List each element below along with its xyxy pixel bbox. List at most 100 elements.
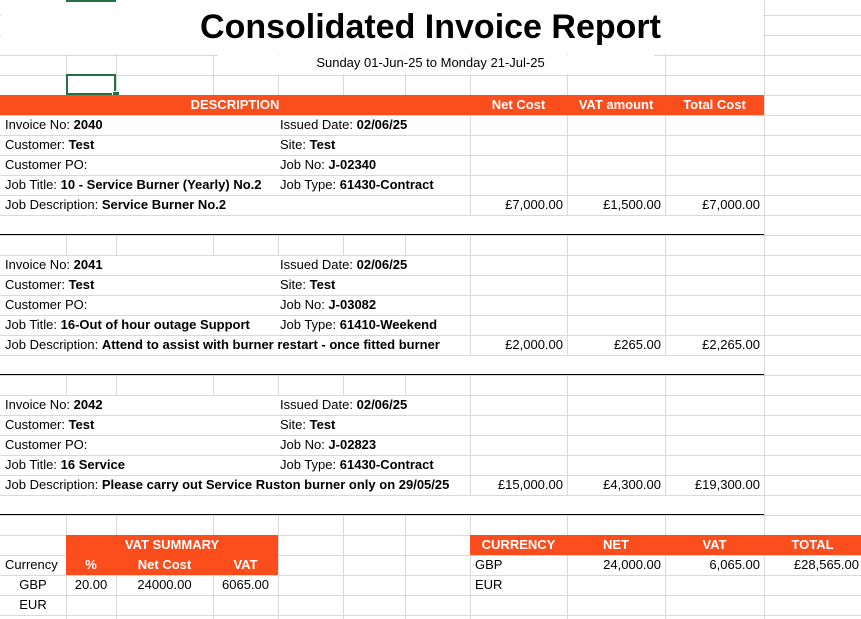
currency-row-vat: 6,065.00 [709, 557, 760, 572]
gridline-horizontal [0, 575, 861, 576]
gridline-horizontal [0, 315, 861, 316]
field-label: Invoice No: [5, 397, 74, 412]
gridline-horizontal [0, 115, 861, 116]
field-value: 02/06/25 [356, 257, 408, 272]
field-value: Attend to assist with burner restart - o… [101, 337, 440, 352]
gridline-horizontal [0, 355, 861, 356]
description-cell-bg [1, 176, 469, 195]
description-cell-bg [1, 416, 469, 435]
field-value: Test [309, 277, 336, 292]
invoice-issued-date: Issued Date: 02/06/25 [278, 395, 472, 415]
field-value: 2040 [73, 117, 103, 132]
gridline-horizontal [0, 335, 861, 336]
currency-col-total: TOTAL [791, 537, 834, 552]
field-label: Job Type: [280, 317, 340, 332]
field-label: Job Description: [5, 337, 102, 352]
invoice-job-description: Job Description: Attend to assist with b… [0, 335, 475, 355]
field-label: Job Type: [280, 177, 340, 192]
description-cell-bg [1, 316, 469, 335]
invoice-invoice-no: Invoice No: 2041 [0, 255, 283, 275]
gridline-horizontal [0, 595, 861, 596]
invoice-job-type: Job Type: 61410-Weekend [278, 315, 472, 335]
field-value: Test [68, 137, 95, 152]
description-cell-bg [1, 116, 469, 135]
gridline-horizontal [0, 515, 861, 516]
field-value: 61430-Contract [339, 177, 434, 192]
field-label: Site: [280, 417, 310, 432]
field-value: 10 - Service Burner (Yearly) No.2 [60, 177, 262, 192]
invoice-job-description: Job Description: Please carry out Servic… [0, 475, 475, 495]
gridline-horizontal [0, 455, 861, 456]
currency-row-net: 24,000.00 [603, 557, 661, 572]
invoice-invoice-no: Invoice No: 2040 [0, 115, 283, 135]
column-selection-indicator [66, 0, 116, 2]
field-label: Job No: [280, 437, 329, 452]
vat-row-percent: 20.00 [74, 577, 108, 592]
invoice-job-description: Job Description: Service Burner No.2 [0, 195, 475, 215]
header-net-cost: Net Cost [491, 97, 546, 112]
field-label: Customer PO: [5, 297, 88, 312]
report-date-range: Sunday 01-Jun-25 to Monday 21-Jul-25 [316, 55, 545, 70]
vat-col-vat: VAT [233, 557, 258, 572]
invoice-job-no: Job No: J-02823 [278, 435, 472, 455]
field-value: Test [309, 137, 336, 152]
field-value: J-03082 [328, 297, 377, 312]
field-label: Job Title: [5, 317, 61, 332]
field-label: Issued Date: [280, 117, 357, 132]
field-label: Job No: [280, 297, 329, 312]
field-label: Customer: [5, 417, 69, 432]
field-value: 2042 [73, 397, 103, 412]
report-title: Consolidated Invoice Report [200, 8, 661, 46]
invoice-vat-amount: £4,300.00 [603, 477, 661, 492]
description-cell-bg [1, 396, 469, 415]
gridline-horizontal [0, 195, 861, 196]
gridline-horizontal [0, 475, 861, 476]
invoice-separator-line [0, 234, 764, 235]
field-label: Customer PO: [5, 157, 88, 172]
selected-cell[interactable] [66, 74, 116, 95]
invoice-customer-po: Customer PO: [0, 155, 283, 175]
invoice-customer-po: Customer PO: [0, 295, 283, 315]
currency-col-vat: VAT [702, 537, 727, 552]
header-description: DESCRIPTION [190, 97, 280, 112]
invoice-job-type: Job Type: 61430-Contract [278, 175, 472, 195]
invoice-total-amount: £7,000.00 [702, 197, 760, 212]
field-label: Invoice No: [5, 257, 74, 272]
field-value: 2041 [73, 257, 103, 272]
field-value: Test [309, 417, 336, 432]
gridline-horizontal [0, 295, 861, 296]
gridline-horizontal [0, 415, 861, 416]
invoice-vat-amount: £1,500.00 [603, 197, 661, 212]
field-value: Service Burner No.2 [101, 197, 227, 212]
field-value: Please carry out Service Ruston burner o… [101, 477, 450, 492]
gridline-horizontal [0, 135, 861, 136]
invoice-job-title: Job Title: 16-Out of hour outage Support [0, 315, 283, 335]
vat-currency-label: Currency [5, 557, 58, 572]
gridline-horizontal [0, 255, 861, 256]
invoice-separator-line [0, 374, 764, 375]
field-value: 16-Out of hour outage Support [60, 317, 250, 332]
description-cell-bg [1, 456, 469, 475]
separator-row [1, 216, 763, 235]
gridline-horizontal [0, 155, 861, 156]
field-label: Job Description: [5, 197, 102, 212]
header-vat-amount: VAT amount [578, 97, 654, 112]
field-label: Site: [280, 277, 310, 292]
field-value: J-02823 [328, 437, 377, 452]
currency-col-currency: CURRENCY [481, 537, 556, 552]
invoice-issued-date: Issued Date: 02/06/25 [278, 115, 472, 135]
field-value: J-02340 [328, 157, 377, 172]
vat-row-vat: 6065.00 [222, 577, 269, 592]
header-total-cost: Total Cost [683, 97, 746, 112]
vat-summary-title: VAT SUMMARY [124, 537, 220, 552]
field-label: Job No: [280, 157, 329, 172]
gridline-horizontal [0, 535, 861, 536]
invoice-net-amount: £15,000.00 [497, 477, 563, 492]
gridline-horizontal [0, 75, 861, 76]
description-cell-bg [1, 196, 469, 215]
gridline-horizontal [0, 375, 861, 376]
field-value: Test [68, 417, 95, 432]
description-cell-bg [1, 256, 469, 275]
field-label: Customer: [5, 137, 69, 152]
